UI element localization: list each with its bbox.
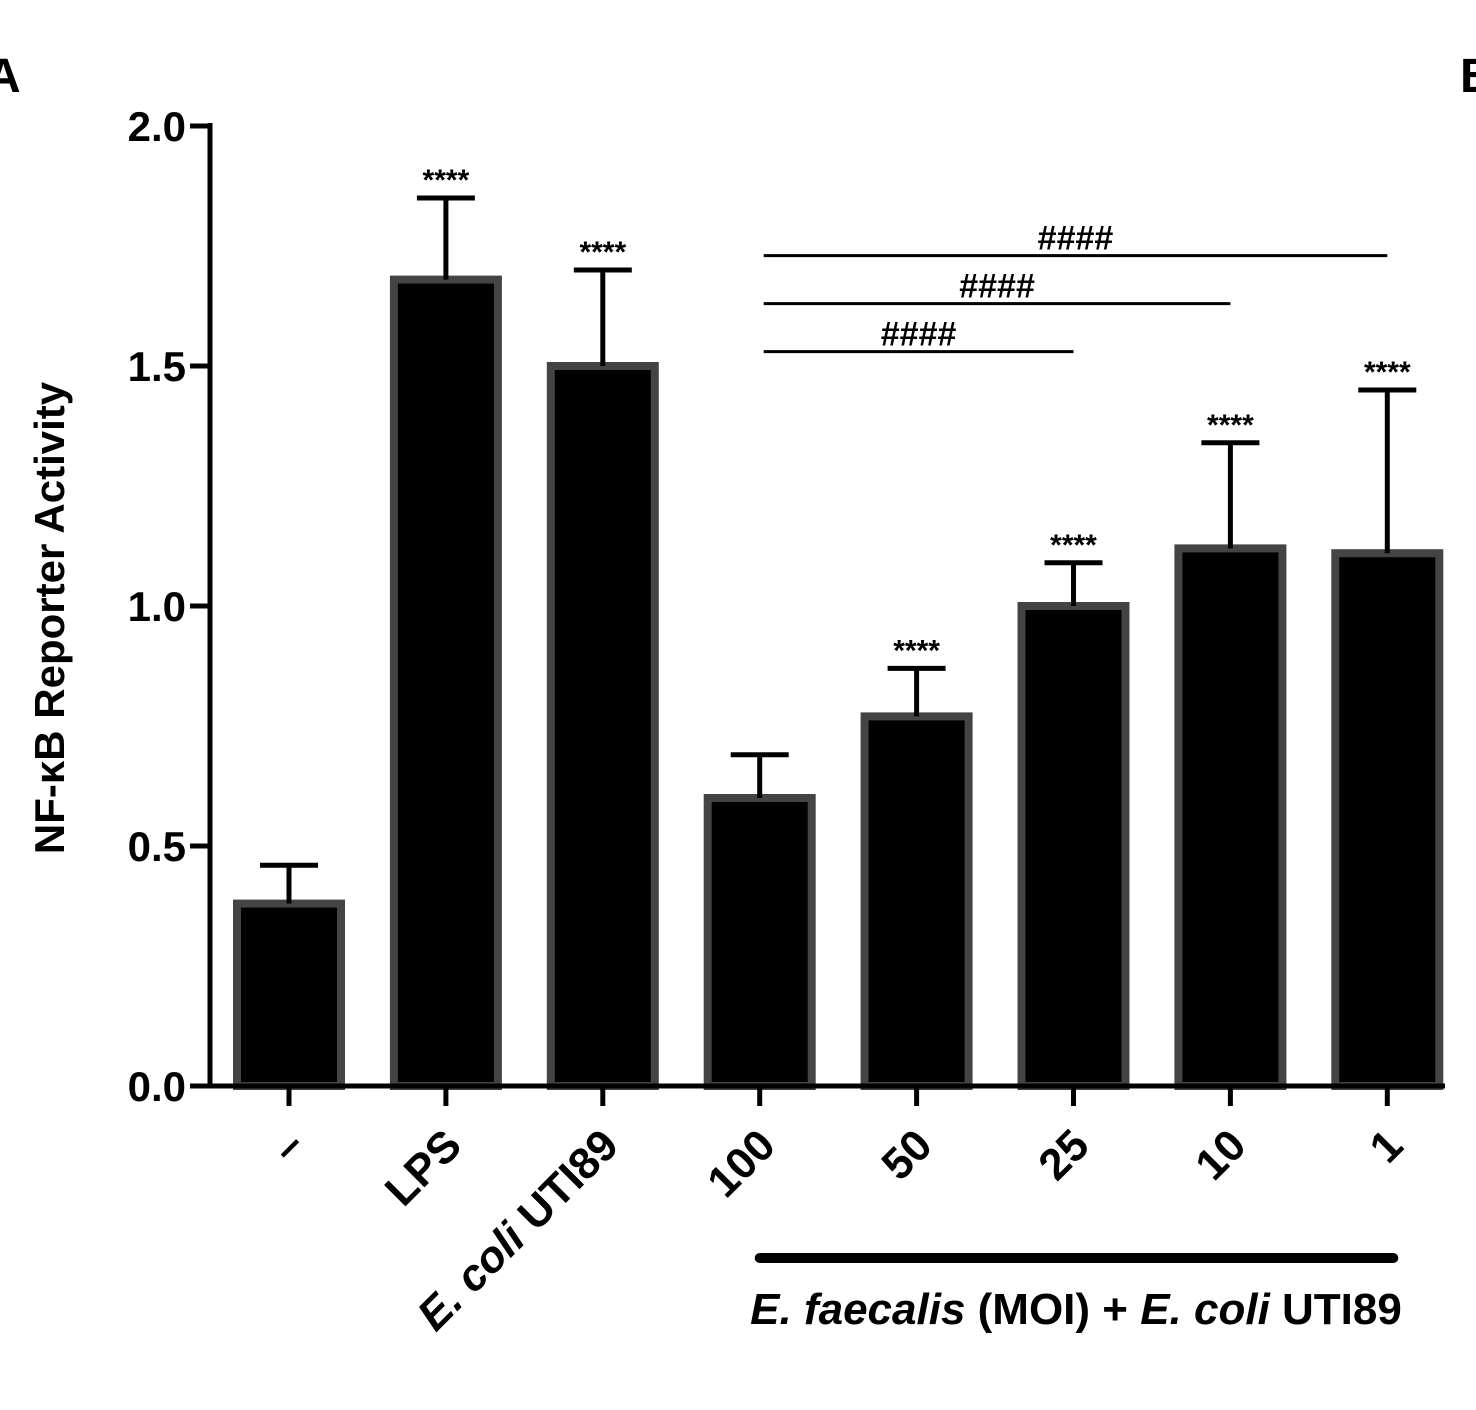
y-tick-label: 2.0 — [128, 103, 186, 150]
bar — [1174, 544, 1287, 1090]
y-tick-label: 1.5 — [128, 343, 186, 390]
significance-label: **** — [893, 634, 940, 667]
group-label: E. faecalis (MOI) + E. coli UTI89 — [750, 1285, 1402, 1334]
bar — [703, 794, 816, 1090]
bar — [233, 899, 345, 1090]
x-tick-label: 1 — [1360, 1120, 1412, 1172]
x-tick-label: LPS — [376, 1120, 471, 1215]
bar — [389, 275, 502, 1091]
significance-label: **** — [1207, 409, 1254, 442]
x-tick-label: 10 — [1186, 1120, 1255, 1189]
y-tick-label: 0.5 — [128, 823, 186, 870]
x-tick-label: 25 — [1029, 1120, 1098, 1189]
bar — [1017, 602, 1130, 1090]
comparison-label: #### — [1038, 220, 1114, 258]
bar — [546, 362, 659, 1090]
y-axis-label: NF-κB Reporter Activity — [26, 381, 73, 854]
panel-label-b: B — [1460, 50, 1476, 103]
comparison-label: #### — [959, 268, 1035, 306]
significance-label: **** — [579, 236, 626, 269]
y-tick-label: 1.0 — [128, 583, 186, 630]
bar — [1331, 549, 1444, 1090]
y-tick-label: 0.0 — [128, 1063, 186, 1110]
panel-label-a: A — [0, 50, 21, 103]
x-tick-label: – — [262, 1120, 314, 1172]
significance-label: **** — [423, 164, 470, 197]
x-tick-label: 100 — [698, 1120, 785, 1207]
bar — [860, 712, 973, 1091]
comparison-label: #### — [881, 316, 957, 354]
x-tick-label: 50 — [872, 1120, 941, 1189]
significance-label: **** — [1050, 529, 1097, 562]
significance-label: **** — [1364, 356, 1411, 389]
